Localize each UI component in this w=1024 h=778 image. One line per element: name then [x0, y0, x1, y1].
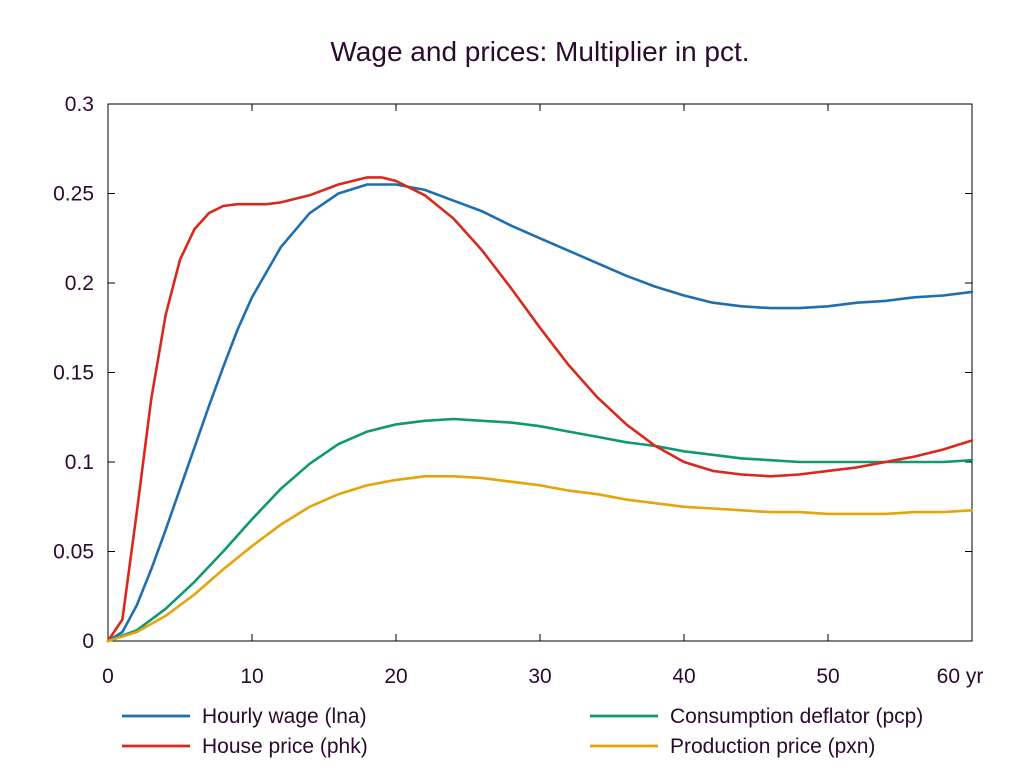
plot-area-frame — [107, 103, 973, 642]
y-tick-label: 0.2 — [65, 272, 94, 295]
y-axis-tick-labels: 0 0.05 0.1 0.15 0.2 0.25 0.3 — [53, 93, 94, 653]
legend-label: Hourly wage (lna) — [202, 705, 367, 728]
x-tick-label: 40 — [672, 665, 695, 688]
legend: Hourly wage (lna) Consumption deflator (p… — [122, 705, 923, 758]
y-tick-label: 0.3 — [65, 93, 94, 116]
series-line-production-price — [106, 475, 974, 643]
x-tick-label: 50 — [816, 665, 839, 688]
chart-title: Wage and prices: Multiplier in pct. — [330, 36, 749, 67]
series-lines — [106, 176, 974, 643]
legend-label: House price (phk) — [202, 735, 368, 758]
x-axis-tick-labels: 0 10 20 30 40 50 60 yr — [102, 665, 983, 688]
y-tick-label: 0.25 — [53, 183, 94, 206]
axis-ticks — [107, 103, 973, 642]
x-tick-label: 30 — [528, 665, 551, 688]
x-tick-label: 20 — [384, 665, 407, 688]
x-tick-label: 60 yr — [937, 665, 984, 688]
y-tick-label: 0.15 — [53, 362, 94, 385]
x-tick-label: 10 — [240, 665, 263, 688]
series-line-hourly-wage — [106, 183, 974, 643]
series-line-consumption-deflator — [106, 417, 974, 643]
y-tick-label: 0 — [82, 630, 94, 653]
y-tick-label: 0.05 — [53, 541, 94, 564]
legend-label: Consumption deflator (pcp) — [670, 705, 923, 728]
x-tick-label: 0 — [102, 665, 114, 688]
series-line-house-price — [106, 176, 974, 643]
y-tick-label: 0.1 — [65, 451, 94, 474]
legend-label: Production price (pxn) — [670, 735, 875, 758]
